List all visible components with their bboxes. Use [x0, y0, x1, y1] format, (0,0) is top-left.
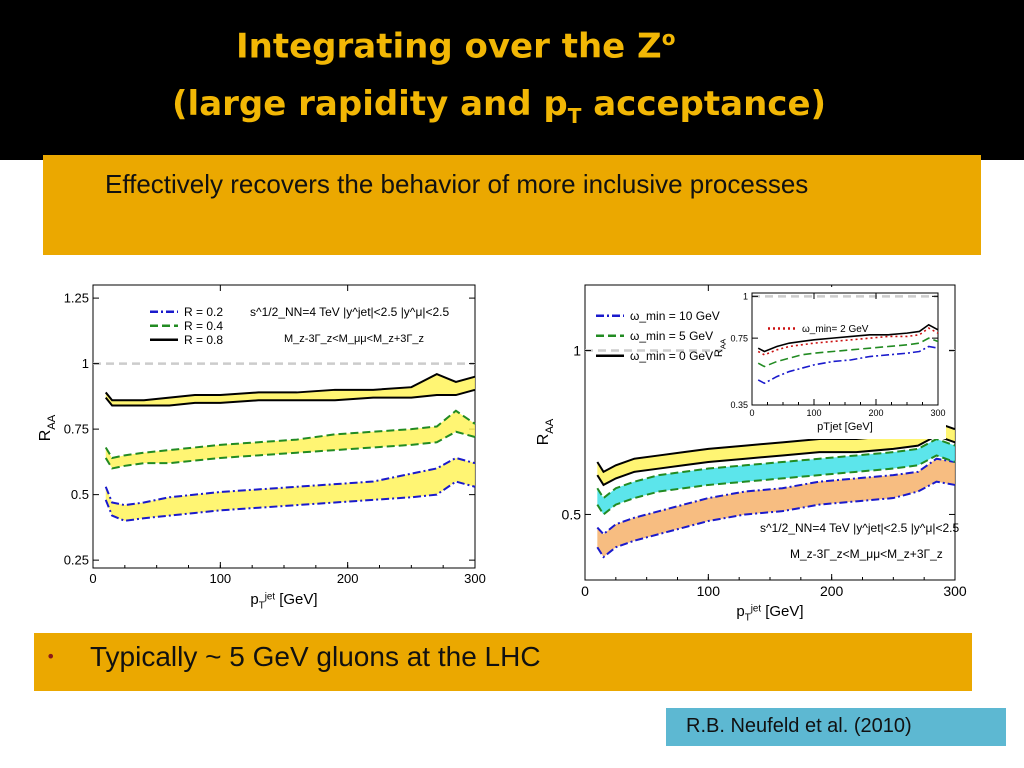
chart-left-ytick-label: 0.5	[71, 487, 89, 502]
chart-left-band-1	[105, 410, 475, 469]
inset-xlabel: pTjet [GeV]	[817, 421, 873, 433]
inset-xtick-label: 0	[749, 408, 754, 418]
bullet-text: Typically ~ 5 GeV gluons at the LHC	[90, 641, 541, 672]
chart-left-xtick-label: 300	[464, 571, 486, 586]
inset-series-3	[757, 345, 939, 385]
inset-background	[726, 287, 946, 439]
chart-right: 0 100 200 300 0.5 1 ω_min = 10 GeV ω_min = 5 Ge…	[530, 283, 967, 624]
summary-text: Effectively recovers the behavior of mor…	[105, 169, 809, 199]
chart-left-ytick-label: 0.25	[64, 553, 89, 568]
chart-left-legend-label: R = 0.4	[184, 319, 223, 333]
title-text: Integrating over the Z	[236, 26, 662, 67]
inset-ylabel: RAA	[713, 338, 727, 357]
chart-left-xtick-label: 200	[337, 571, 359, 586]
chart-left-ytick-label: 0.75	[64, 422, 89, 437]
chart-right-xtick-label: 0	[581, 583, 589, 599]
chart-right-ytick-label: 0.5	[562, 506, 582, 522]
inset-series-1	[757, 323, 939, 353]
title-band: Integrating over the Zo (large rapidity …	[0, 0, 1024, 160]
inset-ytick-label: 1	[743, 291, 748, 301]
chart-right-band-0	[597, 458, 955, 558]
chart-right-xtick-label: 300	[943, 583, 967, 599]
chart-right-xtick-label: 200	[820, 583, 844, 599]
slide-title-line1: Integrating over the Zo	[236, 26, 675, 66]
chart-left-legend-label: R = 0.2	[184, 305, 223, 319]
citation-box: R.B. Neufeld et al. (2010)	[666, 708, 1006, 746]
chart-right-legend-label: ω_min = 10 GeV	[630, 309, 720, 323]
inset-xtick-label: 200	[868, 408, 883, 418]
chart-left-band-0	[105, 457, 475, 521]
chart-right-series-lower-1	[596, 454, 956, 516]
inset-xtick-label: 300	[930, 408, 945, 418]
inset-ytick-label: 0.35	[730, 400, 748, 410]
chart-right-xtick-label: 100	[697, 583, 721, 599]
chart-left: 0 100 200 300 0.25 0.5 0.75 1 1.25 R = 0.2R = 0.4…	[37, 283, 486, 613]
chart-right-annotation-top: s^1/2_NN=4 TeV |y^jet|<2.5 |y^μ|<2.5	[760, 521, 959, 535]
chart-left-series-upper-2	[104, 372, 476, 402]
chart-left-series-lower-1	[104, 430, 476, 470]
chart-left-series-upper-1	[104, 409, 476, 460]
chart-right-annotation-mass: M_z-3Γ_z<M_μμ<M_z+3Γ_z	[790, 547, 943, 561]
chart-right-legend-label: ω_min = 5 GeV	[630, 329, 713, 343]
chart-left-annotation-top: s^1/2_NN=4 TeV |y^jet|<2.5 |y^μ|<2.5	[250, 305, 449, 319]
inset-xtick-label: 100	[806, 408, 821, 418]
chart-right-inset: 0 100 200 300 0.35 0.75 1 ω_min= 2 GeV pTjet [Ge…	[713, 287, 946, 439]
inset-ytick-label: 0.75	[730, 333, 748, 343]
inset-series-2	[757, 337, 939, 368]
chart-left-ytick-label: 1.25	[64, 291, 89, 306]
chart-left-xtick-label: 0	[89, 571, 96, 586]
chart-left-series-lower-2	[104, 388, 476, 407]
chart-left-ylabel: RAA	[37, 414, 58, 441]
chart-right-legend-label: ω_min = 0 GeV	[630, 349, 713, 363]
title-subscript: T	[567, 103, 582, 128]
title-text-post: acceptance)	[581, 84, 827, 124]
chart-right-ylabel: RAA	[535, 418, 556, 445]
citation-text: R.B. Neufeld et al. (2010)	[686, 715, 912, 737]
chart-right-series-lower-0	[596, 480, 956, 559]
title-text-pre: (large rapidity and p	[172, 84, 568, 124]
chart-left-xlabel: pTjet [GeV]	[250, 591, 317, 612]
chart-left-ytick-label: 1	[82, 356, 89, 371]
chart-right-band-1	[597, 439, 955, 515]
chart-right-series-upper-0	[596, 457, 956, 536]
bullet-box: • Typically ~ 5 GeV gluons at the LHC	[34, 633, 972, 691]
inset-legend-label: ω_min= 2 GeV	[802, 324, 869, 335]
chart-right-series-upper-1	[596, 437, 956, 500]
slide-title-line2: (large rapidity and pT acceptance)	[172, 84, 826, 128]
bullet-marker: •	[46, 647, 56, 666]
chart-left-series-lower-0	[104, 480, 476, 522]
chart-left-legend-label: R = 0.8	[184, 333, 223, 347]
summary-box: Effectively recovers the behavior of mor…	[43, 155, 981, 255]
chart-left-series-upper-0	[104, 456, 476, 507]
chart-right-xlabel: pTjet [GeV]	[736, 603, 803, 624]
title-superscript: o	[661, 26, 676, 50]
chart-left-annotation-mass: M_z-3Γ_z<M_μμ<M_z+3Γ_z	[284, 333, 424, 345]
chart-right-series-lower-2	[596, 434, 956, 487]
inset-series-0	[757, 327, 939, 356]
chart-left-xtick-label: 100	[209, 571, 231, 586]
chart-right-ytick-label: 1	[573, 342, 581, 358]
